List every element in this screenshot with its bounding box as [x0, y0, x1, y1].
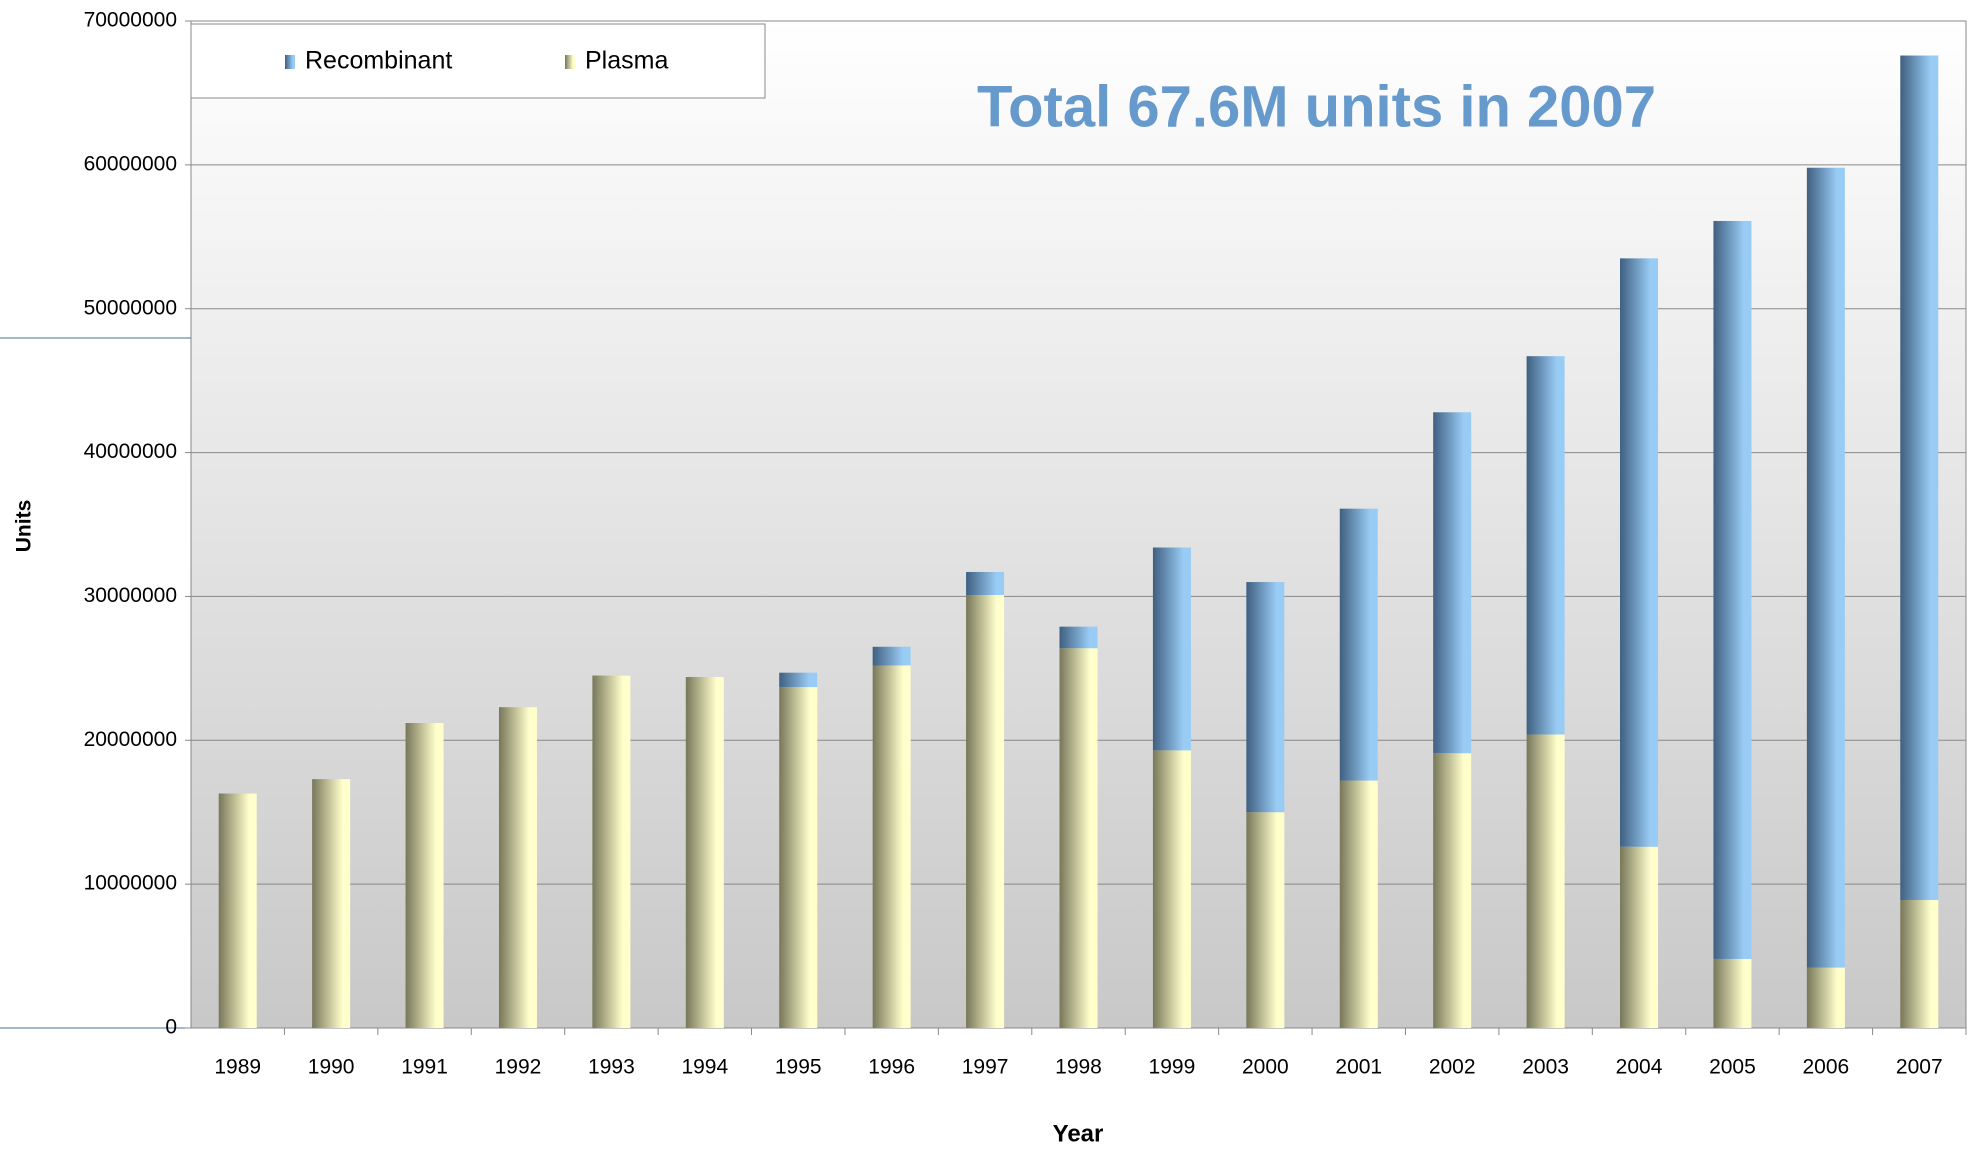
legend-swatch	[285, 55, 295, 69]
bar-segment	[1152, 750, 1191, 1028]
bar-segment	[1620, 846, 1659, 1028]
bar-segment	[1713, 958, 1752, 1028]
annotation: Total 67.6M units in 2007	[977, 74, 1656, 139]
y-tick-label: 50000000	[84, 296, 177, 319]
x-tick-label: 1990	[308, 1056, 355, 1079]
y-tick-label: 0	[165, 1016, 177, 1039]
bar-segment	[685, 676, 724, 1028]
bar-segment	[1806, 967, 1845, 1028]
x-tick-label: 1991	[401, 1056, 448, 1079]
bar-segment	[1713, 220, 1752, 959]
bar-segment	[966, 571, 1005, 595]
y-tick-label: 30000000	[84, 584, 177, 607]
bar-segment	[872, 646, 911, 666]
bar-segment	[218, 793, 257, 1028]
x-tick-label: 1994	[681, 1056, 728, 1079]
x-tick-label: 2003	[1522, 1056, 1569, 1079]
bar-segment	[1433, 753, 1472, 1028]
bar-segment	[1526, 734, 1565, 1028]
bar-segment	[1339, 780, 1378, 1028]
bar-segment	[1620, 258, 1659, 847]
x-axis-label: Year	[1053, 1120, 1104, 1147]
y-tick-label: 20000000	[84, 728, 177, 751]
bar-segment	[312, 779, 351, 1028]
bar-segment	[779, 672, 818, 688]
x-tick-label: 1995	[775, 1056, 822, 1079]
x-tick-label: 1998	[1055, 1056, 1102, 1079]
x-tick-label: 1999	[1149, 1056, 1196, 1079]
bar-segment	[1059, 626, 1098, 649]
x-tick-label: 1989	[214, 1056, 261, 1079]
bar-segment	[1900, 899, 1939, 1028]
bar-segment	[966, 594, 1005, 1028]
x-tick-label: 2004	[1616, 1056, 1663, 1079]
bar-segment	[1246, 812, 1285, 1028]
y-axis-label: Units	[13, 500, 36, 553]
x-tick-label: 2000	[1242, 1056, 1289, 1079]
y-tick-label: 60000000	[84, 152, 177, 175]
bar-segment	[779, 687, 818, 1028]
bar-segment	[1433, 412, 1472, 754]
y-tick-label: 40000000	[84, 440, 177, 463]
bar-segment	[1526, 356, 1565, 735]
bar-segment	[1059, 648, 1098, 1028]
y-tick-label: 10000000	[84, 872, 177, 895]
bar-segment	[1246, 582, 1285, 813]
legend-box	[190, 23, 766, 99]
x-tick-label: 1996	[868, 1056, 915, 1079]
x-tick-label: 2005	[1709, 1056, 1756, 1079]
x-tick-label: 1997	[962, 1056, 1009, 1079]
x-tick-label: 2002	[1429, 1056, 1476, 1079]
y-tick-label: 70000000	[84, 9, 177, 32]
bar-segment	[1152, 547, 1191, 751]
x-tick-label: 1992	[495, 1056, 542, 1079]
x-tick-label: 2006	[1803, 1056, 1850, 1079]
bar-segment	[1339, 508, 1378, 781]
bar-segment	[405, 723, 444, 1028]
x-tick-label: 2007	[1896, 1056, 1943, 1079]
bar-segment	[498, 707, 537, 1028]
legend-label: Recombinant	[305, 47, 452, 75]
legend-label: Plasma	[585, 47, 668, 75]
x-tick-label: 2001	[1335, 1056, 1382, 1079]
bar-segment	[1900, 55, 1939, 900]
bar-segment	[872, 665, 911, 1028]
bar-segment	[1806, 167, 1845, 968]
x-tick-label: 1993	[588, 1056, 635, 1079]
bar-segment	[592, 675, 631, 1028]
legend-swatch	[565, 55, 575, 69]
